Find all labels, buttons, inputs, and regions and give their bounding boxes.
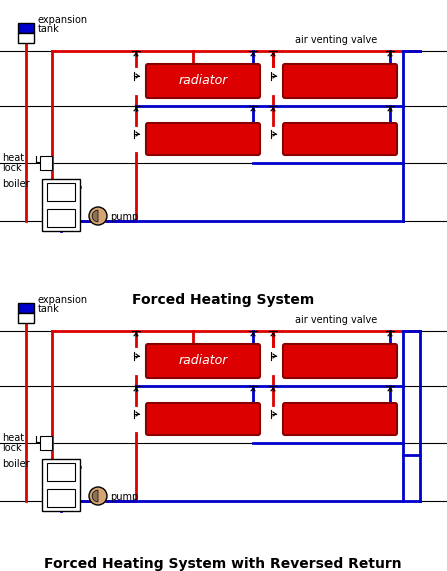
Bar: [18, 33, 34, 43]
Text: Forced Heating System: Forced Heating System: [132, 293, 314, 307]
FancyBboxPatch shape: [283, 123, 397, 155]
Bar: [40, 436, 52, 450]
Text: expansion: expansion: [38, 15, 88, 25]
Bar: [47, 183, 75, 201]
Circle shape: [89, 207, 107, 225]
FancyBboxPatch shape: [283, 344, 397, 378]
Text: pump: pump: [110, 212, 138, 222]
Text: expansion: expansion: [38, 295, 88, 305]
Bar: [47, 209, 75, 227]
Bar: [42, 459, 80, 511]
FancyBboxPatch shape: [146, 123, 260, 155]
Bar: [40, 156, 52, 170]
Text: lock: lock: [2, 443, 21, 453]
Text: pump: pump: [110, 492, 138, 502]
Bar: [47, 489, 75, 507]
Text: tank: tank: [38, 24, 60, 34]
Bar: [18, 303, 34, 313]
Text: boiler: boiler: [2, 459, 30, 469]
FancyBboxPatch shape: [146, 64, 260, 98]
Bar: [18, 313, 34, 323]
Text: radiator: radiator: [178, 355, 228, 368]
FancyBboxPatch shape: [283, 403, 397, 435]
Bar: [47, 463, 75, 481]
FancyBboxPatch shape: [146, 403, 260, 435]
Bar: [18, 23, 34, 33]
FancyBboxPatch shape: [146, 344, 260, 378]
Text: lock: lock: [2, 163, 21, 173]
Wedge shape: [92, 210, 98, 222]
Text: heat: heat: [2, 433, 24, 443]
Text: Forced Heating System with Reversed Return: Forced Heating System with Reversed Retu…: [44, 557, 402, 571]
Wedge shape: [92, 490, 98, 502]
Text: radiator: radiator: [178, 74, 228, 87]
Text: tank: tank: [38, 304, 60, 314]
Text: air venting valve: air venting valve: [295, 315, 377, 325]
FancyBboxPatch shape: [283, 64, 397, 98]
Text: air venting valve: air venting valve: [295, 35, 377, 45]
Circle shape: [89, 487, 107, 505]
Text: heat: heat: [2, 153, 24, 163]
Bar: [42, 179, 80, 231]
Text: boiler: boiler: [2, 179, 30, 189]
